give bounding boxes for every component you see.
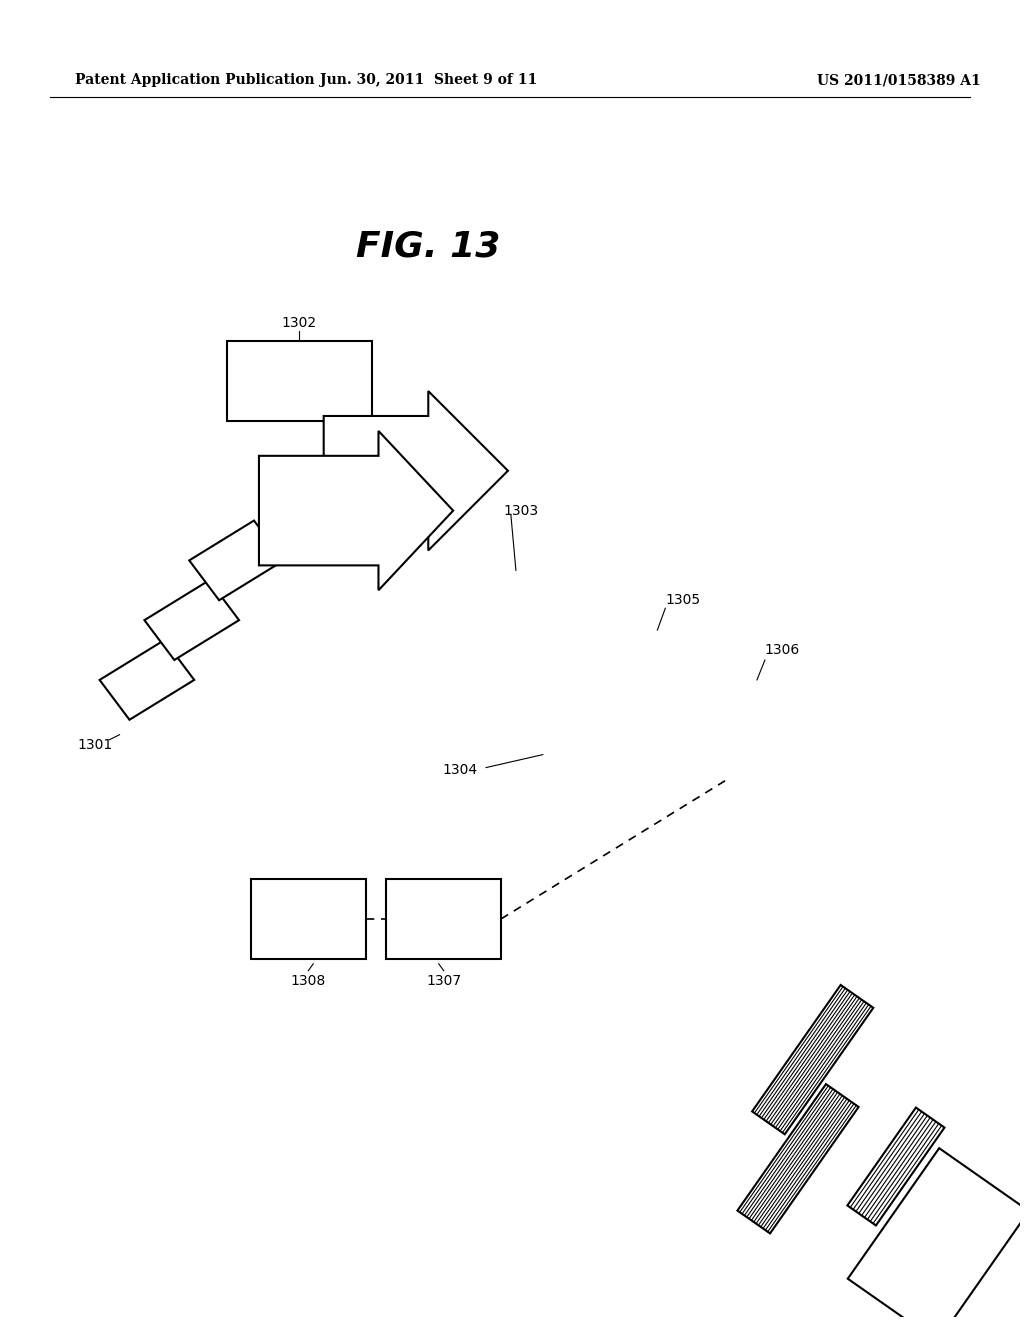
Polygon shape — [144, 581, 239, 660]
Text: 1302: 1302 — [282, 317, 316, 330]
Text: 1301: 1301 — [77, 738, 113, 751]
Bar — [737, 1084, 858, 1233]
Text: 1306: 1306 — [765, 643, 800, 657]
Bar — [386, 879, 501, 958]
Text: Patent Application Publication: Patent Application Publication — [75, 74, 314, 87]
Text: 1308: 1308 — [291, 974, 326, 987]
Polygon shape — [259, 430, 454, 590]
Bar — [848, 1107, 944, 1225]
Bar — [848, 1148, 1024, 1320]
Bar — [227, 342, 372, 421]
Text: 1307: 1307 — [426, 974, 461, 987]
Polygon shape — [189, 520, 284, 601]
Text: FIG. 13: FIG. 13 — [356, 230, 501, 264]
Text: US 2011/0158389 A1: US 2011/0158389 A1 — [817, 74, 980, 87]
Polygon shape — [324, 391, 508, 550]
Bar — [752, 985, 873, 1134]
Polygon shape — [99, 640, 195, 719]
Bar — [251, 879, 366, 958]
Text: 1303: 1303 — [503, 504, 538, 517]
Text: 1304: 1304 — [442, 763, 478, 776]
Text: 1305: 1305 — [666, 593, 700, 607]
Text: Jun. 30, 2011  Sheet 9 of 11: Jun. 30, 2011 Sheet 9 of 11 — [319, 74, 537, 87]
